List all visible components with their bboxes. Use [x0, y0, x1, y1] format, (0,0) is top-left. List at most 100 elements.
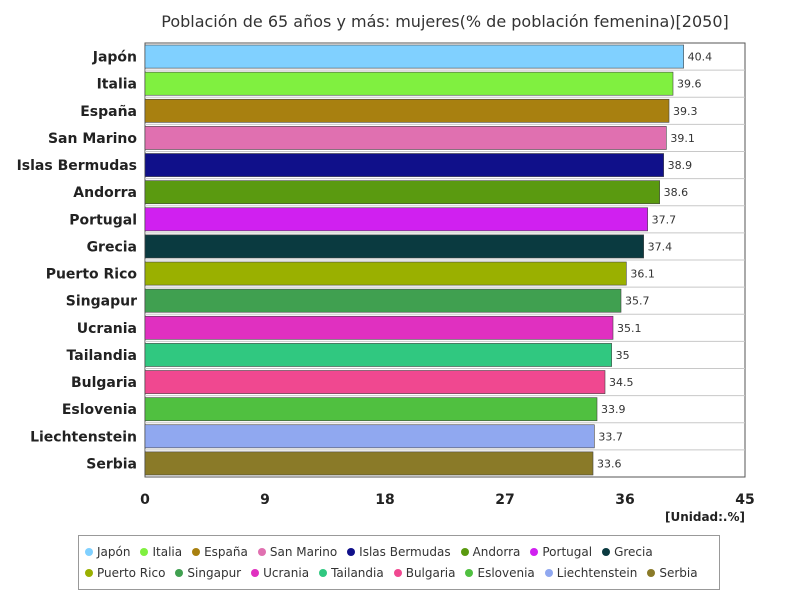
legend-label: Bulgaria	[405, 565, 456, 580]
legend-item: San Marino	[257, 541, 338, 562]
legend-label: San Marino	[269, 544, 338, 559]
value-label: 38.6	[664, 186, 689, 199]
legend-item: Bulgaria	[393, 562, 456, 583]
category-label: Andorra	[73, 185, 137, 201]
legend-label: Serbia	[659, 565, 698, 580]
legend-item: Eslovenia	[465, 562, 535, 583]
legend-swatch	[393, 568, 402, 577]
bar-japón	[144, 44, 684, 69]
bar-grecia	[144, 234, 644, 259]
legend-item: Liechtenstein	[544, 562, 638, 583]
bar-san-marino	[144, 126, 667, 150]
legend-swatch	[530, 547, 539, 556]
bar-singapur	[144, 288, 622, 313]
value-label: 35	[616, 349, 630, 362]
x-tick-label: 45	[735, 492, 754, 508]
legend-label: Tailandia	[331, 565, 384, 580]
x-tick-label: 36	[615, 492, 634, 508]
value-label: 39.6	[677, 78, 702, 91]
bar-italia	[144, 71, 674, 96]
legend-swatch	[647, 568, 656, 577]
value-label: 33.6	[597, 457, 622, 470]
category-label: Puerto Rico	[46, 267, 138, 283]
category-label: España	[80, 104, 137, 120]
x-tick-label: 9	[260, 492, 270, 508]
legend-item: Ucrania	[251, 562, 309, 583]
legend-item: Serbia	[647, 562, 698, 583]
legend-label: Singapur	[187, 565, 242, 580]
legend-swatch	[319, 568, 328, 577]
value-label: 37.7	[652, 213, 677, 226]
category-label: Grecia	[87, 239, 137, 255]
legend-label: Grecia	[614, 544, 653, 559]
value-label: 40.4	[688, 51, 713, 64]
legend-item: Andorra	[460, 541, 521, 562]
legend-item: España	[192, 541, 248, 562]
x-tick-label: 27	[495, 492, 514, 508]
x-tick-label: 18	[375, 492, 394, 508]
bar-islas-bermudas	[144, 153, 664, 177]
legend-label: Andorra	[472, 544, 521, 559]
legend-swatch	[251, 568, 260, 577]
legend-swatch	[544, 568, 553, 577]
category-label: Eslovenia	[62, 402, 137, 418]
category-label: Italia	[97, 77, 137, 93]
legend-swatch	[602, 547, 611, 556]
legend-swatch	[175, 568, 184, 577]
category-label: Portugal	[69, 212, 137, 228]
legend-label: Japón	[97, 544, 131, 559]
value-label: 39.3	[673, 105, 698, 118]
bar-liechtenstein	[144, 424, 595, 449]
legend-item: Italia	[140, 541, 182, 562]
value-label: 35.1	[617, 322, 642, 335]
legend-item: Singapur	[175, 562, 241, 583]
legend-label: Puerto Rico	[97, 565, 166, 580]
category-label: Ucrania	[77, 321, 137, 337]
category-label: Bulgaria	[71, 375, 137, 391]
bar-ucrania	[144, 315, 614, 340]
legend-label: Liechtenstein	[556, 565, 638, 580]
legend-label: España	[204, 544, 248, 559]
category-label: Tailandia	[67, 348, 137, 364]
bar-puerto-rico	[144, 261, 627, 286]
value-label: 33.7	[598, 430, 623, 443]
bar-españa	[144, 98, 670, 123]
value-label: 34.5	[609, 376, 634, 389]
legend-label: Islas Bermudas	[359, 544, 451, 559]
chart-title: Población de 65 años y más: mujeres(% de…	[161, 12, 729, 31]
legend-swatch	[85, 547, 93, 556]
legend-swatch	[140, 547, 149, 556]
value-label: 33.9	[601, 403, 626, 416]
bar-bulgaria	[144, 370, 606, 394]
value-label: 38.9	[668, 159, 693, 172]
legend-swatch	[465, 568, 474, 577]
legend-item: Tailandia	[319, 562, 384, 583]
legend: Japón Italia España San Marino Islas Bermuda…	[78, 535, 720, 590]
legend-label: Ucrania	[263, 565, 310, 580]
legend-item: Portugal	[530, 541, 592, 562]
bar-serbia	[144, 451, 594, 476]
category-label: Japón	[92, 50, 137, 66]
legend-swatch	[347, 547, 356, 556]
category-label: Serbia	[86, 456, 137, 472]
value-label: 37.4	[648, 240, 673, 253]
category-label: San Marino	[48, 131, 137, 147]
legend-item: Grecia	[602, 541, 653, 562]
legend-label: Portugal	[542, 544, 593, 559]
legend-item: Puerto Rico	[85, 562, 165, 583]
legend-swatch	[460, 547, 469, 556]
legend-swatch	[257, 547, 266, 556]
value-label: 39.1	[670, 132, 695, 145]
category-label: Liechtenstein	[30, 429, 137, 445]
value-label: 35.7	[625, 295, 650, 308]
legend-label: Italia	[152, 544, 183, 559]
unit-label: [Unidad:.%]	[665, 510, 745, 524]
legend-item: Islas Bermudas	[347, 541, 451, 562]
bar-chart: 40.4 Japón 39.6 Italia 39.3 España 39.1 San Mar…	[17, 42, 755, 524]
x-tick-label: 0	[140, 492, 150, 508]
bar-andorra	[144, 180, 660, 205]
value-label: 36.1	[630, 268, 655, 281]
legend-swatch	[85, 568, 93, 577]
bar-eslovenia	[144, 397, 598, 422]
bar-tailandia	[144, 343, 612, 367]
